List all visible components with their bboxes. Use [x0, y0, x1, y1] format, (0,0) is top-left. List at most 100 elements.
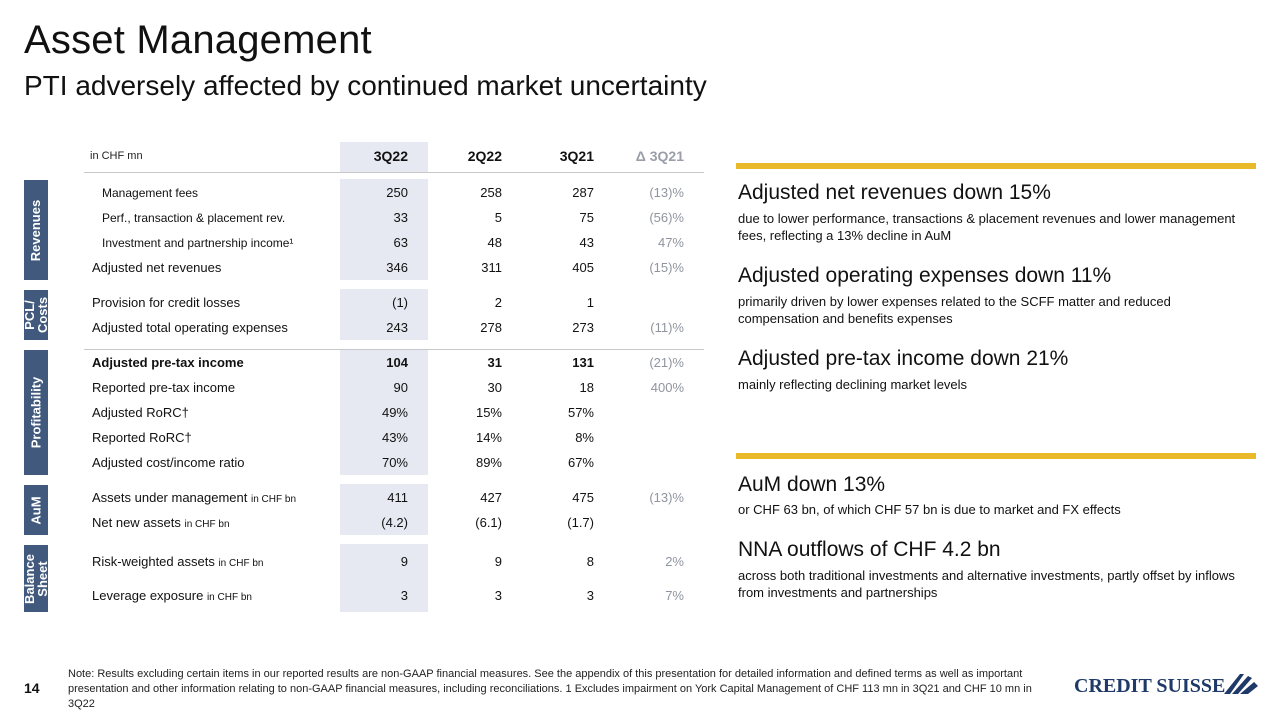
table-row: Adjusted cost/income ratio 70% 89% 67% [84, 450, 704, 475]
cell-3q22: (1) [392, 295, 408, 310]
row-label: Provision for credit losses [92, 295, 241, 310]
cell-2q22: 30 [487, 380, 502, 395]
cell-2q22: 311 [481, 260, 502, 275]
row-label: Reported RoRC† [92, 430, 192, 445]
credit-suisse-logo: CREDIT SUISSE [1074, 674, 1258, 697]
cell-3q22: 70% [381, 455, 408, 470]
row-label: Assets under management in CHF bn [92, 490, 297, 505]
cell-delta: 47% [657, 235, 684, 250]
cell-3q21: 8 [586, 554, 594, 569]
logo-text: CREDIT SUISSE [1074, 675, 1225, 697]
table-row: Adjusted total operating expenses 243 27… [84, 315, 704, 340]
highlight-text: across both traditional investments and … [738, 568, 1235, 600]
cell-3q22: 43% [381, 430, 408, 445]
row-label: Risk-weighted assets in CHF bn [92, 554, 264, 569]
cell-2q22: 427 [480, 490, 502, 505]
cell-delta: (56)% [649, 210, 684, 225]
cell-3q22: 90 [393, 380, 408, 395]
cell-delta: 2% [665, 554, 684, 569]
table-row: Investment and partnership income¹ 63 48… [84, 230, 704, 255]
highlight-column-pcl [340, 289, 428, 340]
cell-delta: (13)% [649, 185, 684, 200]
cell-3q21: 67% [567, 455, 594, 470]
table-row: Net new assets in CHF bn (4.2) (6.1) (1.… [84, 510, 704, 535]
accent-bar-top [736, 163, 1256, 169]
cell-delta: (15)% [649, 260, 684, 275]
table-row: Perf., transaction & placement rev. 33 5… [84, 205, 704, 230]
row-label: Reported pre-tax income [92, 380, 236, 395]
page-number: 14 [24, 680, 40, 696]
section-divider [84, 349, 704, 350]
highlight-column-aum [340, 484, 428, 535]
cell-3q22: 243 [386, 320, 408, 335]
cell-3q21: 75 [579, 210, 594, 225]
row-label: Adjusted total operating expenses [92, 320, 288, 335]
row-label: Investment and partnership income¹ [102, 235, 294, 250]
cell-delta: (11)% [650, 320, 684, 335]
row-label: Management fees [102, 185, 199, 200]
table-row: Assets under management in CHF bn 411 42… [84, 485, 704, 510]
cell-2q22: 2 [494, 295, 502, 310]
cell-3q22: 104 [386, 355, 408, 370]
cell-3q21: 273 [572, 320, 594, 335]
highlight-text: mainly reflecting declining market level… [738, 377, 968, 392]
cell-3q22: 411 [387, 490, 408, 505]
cell-2q22: (6.1) [475, 515, 502, 530]
header-divider [84, 172, 704, 173]
highlight-heading: Adjusted pre-tax income down 21% [738, 347, 1069, 370]
cell-3q22: (4.2) [381, 515, 408, 530]
page-subtitle: PTI adversely affected by continued mark… [24, 70, 707, 101]
table-row: Reported RoRC† 43% 14% 8% [84, 425, 704, 450]
highlight-text: or CHF 63 bn, of which CHF 57 bn is due … [738, 502, 1121, 517]
highlight-heading: AuM down 13% [738, 473, 886, 496]
cell-2q22: 15% [475, 405, 502, 420]
highlight-text: due to lower performance, transactions &… [738, 211, 1236, 243]
cell-2q22: 89% [475, 455, 502, 470]
section-revenues: Revenues Management fees 250 258 287 (13… [24, 180, 704, 280]
column-header-delta: Δ 3Q21 [635, 148, 684, 164]
highlight-heading: Adjusted net revenues down 15% [738, 181, 1051, 204]
cell-3q21: 475 [572, 490, 594, 505]
section-aum: AuM Assets under management in CHF bn 41… [24, 485, 704, 535]
cell-3q21: 43 [579, 235, 594, 250]
cell-2q22: 9 [494, 554, 502, 569]
section-label-aum: AuM [24, 485, 48, 535]
cell-3q22: 250 [386, 185, 408, 200]
cell-3q21: 8% [575, 430, 594, 445]
cell-2q22: 31 [487, 355, 502, 370]
table-row: Adjusted pre-tax income 104 31 131 (21)% [84, 350, 704, 375]
cell-3q21: 131 [572, 355, 594, 370]
table-row: Leverage exposure in CHF bn 3 3 3 7% [84, 583, 704, 608]
row-label: Adjusted cost/income ratio [92, 455, 245, 470]
cell-2q22: 278 [480, 320, 502, 335]
highlight-heading: Adjusted operating expenses down 11% [738, 264, 1112, 287]
cell-delta: (13)% [649, 490, 684, 505]
table-row: Management fees 250 258 287 (13)% [84, 180, 704, 205]
page-title: Asset Management [24, 18, 372, 62]
section-balance-sheet: Balance Sheet Risk-weighted assets in CH… [22, 545, 704, 612]
section-label-profitability: Profitability [24, 350, 48, 475]
column-header-3q22: 3Q22 [373, 148, 408, 164]
cell-2q22: 48 [487, 235, 502, 250]
section-pcl-costs: PCL/ Costs Provision for credit losses (… [22, 290, 704, 340]
cell-3q22: 346 [386, 260, 408, 275]
row-label: Adjusted pre-tax income [92, 355, 244, 370]
column-header-3q21: 3Q21 [559, 148, 594, 164]
highlight-heading: NNA outflows of CHF 4.2 bn [738, 538, 1001, 561]
cell-delta: (21)% [649, 355, 684, 370]
cell-delta: 400% [650, 380, 684, 395]
table-row: Adjusted net revenues 346 311 405 (15)% [84, 255, 704, 280]
cell-3q21: 405 [572, 260, 594, 275]
financial-table: in CHF mn 3Q22 2Q22 3Q21 Δ 3Q21 Revenues… [22, 140, 704, 620]
row-label: Net new assets in CHF bn [92, 515, 230, 530]
highlight-column-header [340, 142, 428, 172]
table-row: Provision for credit losses (1) 2 1 [84, 290, 704, 315]
cell-3q21: 57% [567, 405, 594, 420]
cell-3q21: 3 [586, 588, 594, 603]
section-label-pcl-costs: PCL/ Costs [22, 290, 50, 340]
cell-delta: 7% [665, 588, 684, 603]
cell-3q22: 3 [400, 588, 408, 603]
section-label-revenues: Revenues [24, 180, 48, 280]
cell-3q22: 9 [400, 554, 408, 569]
accent-bar-bottom [736, 453, 1256, 459]
